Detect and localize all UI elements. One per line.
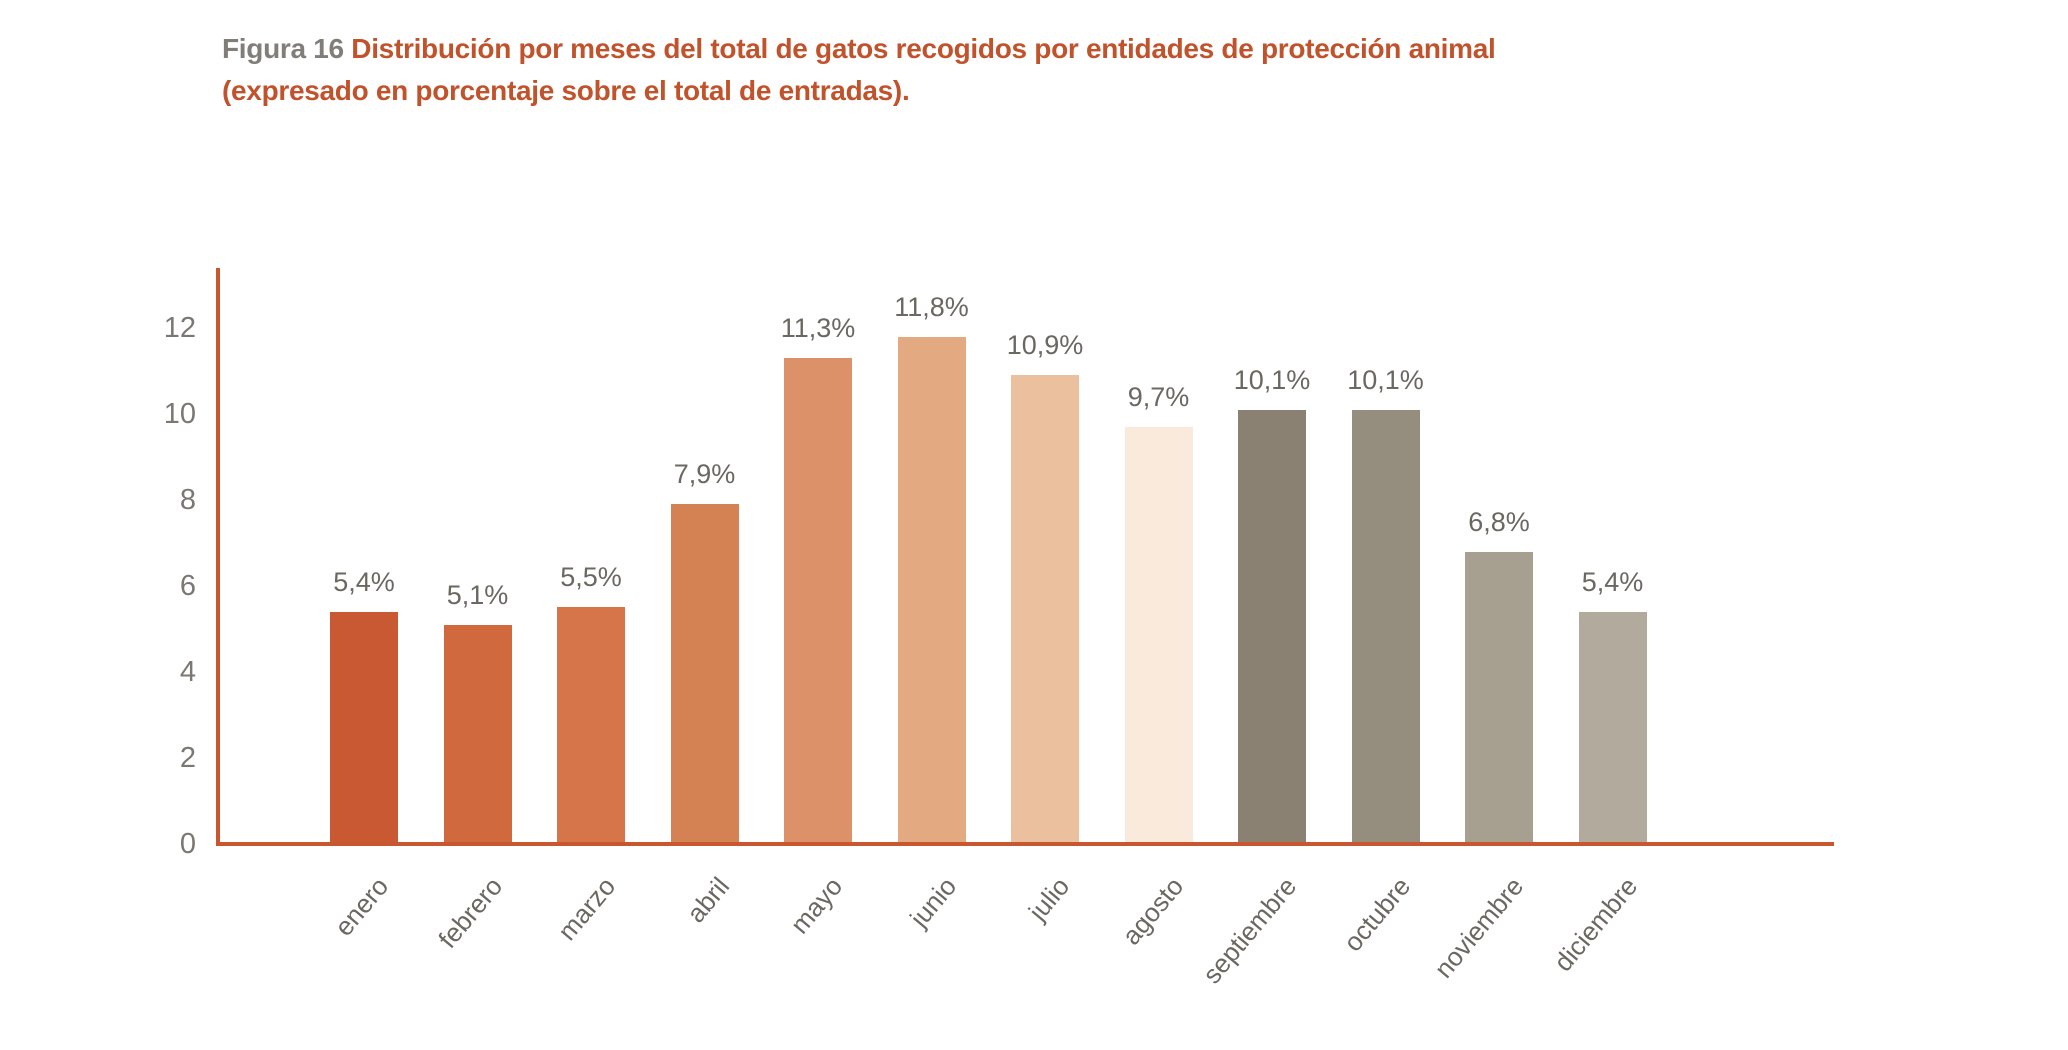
bar-value-label: 7,9% [673, 459, 736, 489]
y-tick-label: 10 [163, 398, 196, 430]
bar-mayo [784, 358, 852, 844]
y-tick-label: 12 [163, 312, 196, 344]
bar-value-label: 11,8% [894, 292, 969, 322]
bar-febrero [443, 625, 512, 844]
figure-title: Figura 16 Distribución por meses del tot… [222, 28, 1722, 112]
bar-diciembre [1578, 612, 1647, 844]
y-tick-label: 8 [179, 484, 196, 516]
x-axis-line [216, 842, 1834, 846]
bar-julio [1011, 375, 1079, 844]
bar-septiembre [1238, 410, 1306, 844]
y-tick-label: 2 [179, 742, 196, 774]
bar-agosto [1124, 427, 1193, 844]
figure-title-text: Distribución por meses del total de gato… [351, 33, 1496, 64]
y-tick-label: 0 [179, 828, 196, 860]
y-axis-line [216, 268, 220, 846]
y-tick-label: 6 [179, 570, 196, 602]
bar-octubre [1351, 410, 1420, 844]
bar-value-label: 5,1% [446, 580, 509, 610]
bar-value-label: 10,1% [1233, 365, 1311, 395]
bar-value-label: 5,5% [560, 562, 622, 592]
bar-value-label: 5,4% [1581, 567, 1644, 597]
bar-value-label: 5,4% [333, 567, 395, 597]
bar-value-label: 11,3% [780, 313, 856, 343]
figure-subtitle-text: (expresado en porcentaje sobre el total … [222, 75, 910, 106]
bar-value-label: 9,7% [1127, 382, 1190, 412]
bar-value-label: 10,9% [1006, 330, 1084, 360]
y-tick-label: 4 [179, 656, 196, 688]
bar-marzo [557, 607, 625, 844]
bar-value-label: 6,8% [1468, 507, 1530, 537]
figure-number: Figura 16 [222, 33, 344, 64]
bar-enero [330, 612, 398, 844]
bar-abril [670, 504, 739, 844]
bar-noviembre [1465, 552, 1533, 844]
bar-value-label: 10,1% [1347, 365, 1424, 395]
bar-junio [897, 337, 966, 844]
